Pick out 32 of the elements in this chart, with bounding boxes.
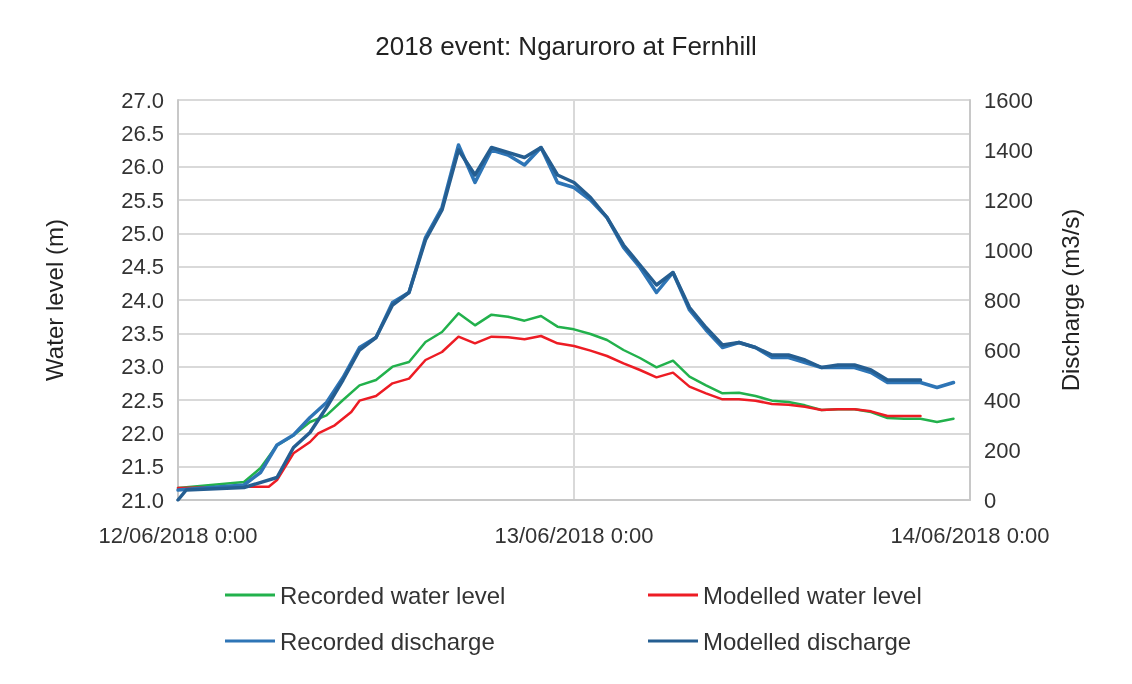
y-tick-label: 21.5	[121, 454, 164, 480]
y-tick-label: 21.0	[121, 487, 164, 513]
chart-title: 2018 event: Ngaruroro at Fernhill	[375, 31, 757, 61]
y-tick-label: 22.5	[121, 387, 164, 413]
y2-tick-label: 400	[984, 387, 1021, 413]
legend-label: Recorded discharge	[280, 627, 495, 655]
y-tick-label: 23.0	[121, 354, 164, 380]
y-tick-label: 23.5	[121, 320, 164, 346]
y2-axis-title: Discharge (m3/s)	[1056, 208, 1084, 392]
x-tick-label: 12/06/2018 0:00	[98, 522, 258, 548]
y2-tick-label: 1400	[984, 137, 1033, 163]
x-tick-label: 13/06/2018 0:00	[494, 522, 654, 548]
legend-label: Recorded water level	[280, 581, 506, 609]
y-tick-label: 24.5	[121, 254, 164, 280]
y-tick-label: 27.0	[121, 87, 164, 113]
y2-tick-label: 1200	[984, 187, 1033, 213]
y-tick-label: 26.5	[121, 120, 164, 146]
y-tick-label: 26.0	[121, 154, 164, 180]
legend-label: Modelled water level	[703, 581, 922, 609]
x-tick-label: 14/06/2018 0:00	[890, 522, 1050, 548]
y2-tick-label: 1000	[984, 237, 1033, 263]
y2-tick-label: 200	[984, 437, 1021, 463]
y-tick-label: 25.0	[121, 220, 164, 246]
y2-tick-label: 1600	[984, 87, 1033, 113]
legend-label: Modelled discharge	[703, 627, 912, 655]
y-axis-title: Water level (m)	[40, 219, 68, 381]
y-tick-label: 24.0	[121, 287, 164, 313]
y-tick-label: 25.5	[121, 187, 164, 213]
y2-tick-label: 800	[984, 287, 1021, 313]
y2-tick-label: 600	[984, 337, 1021, 363]
y2-tick-label: 0	[984, 487, 997, 513]
y-tick-label: 22.0	[121, 420, 164, 446]
